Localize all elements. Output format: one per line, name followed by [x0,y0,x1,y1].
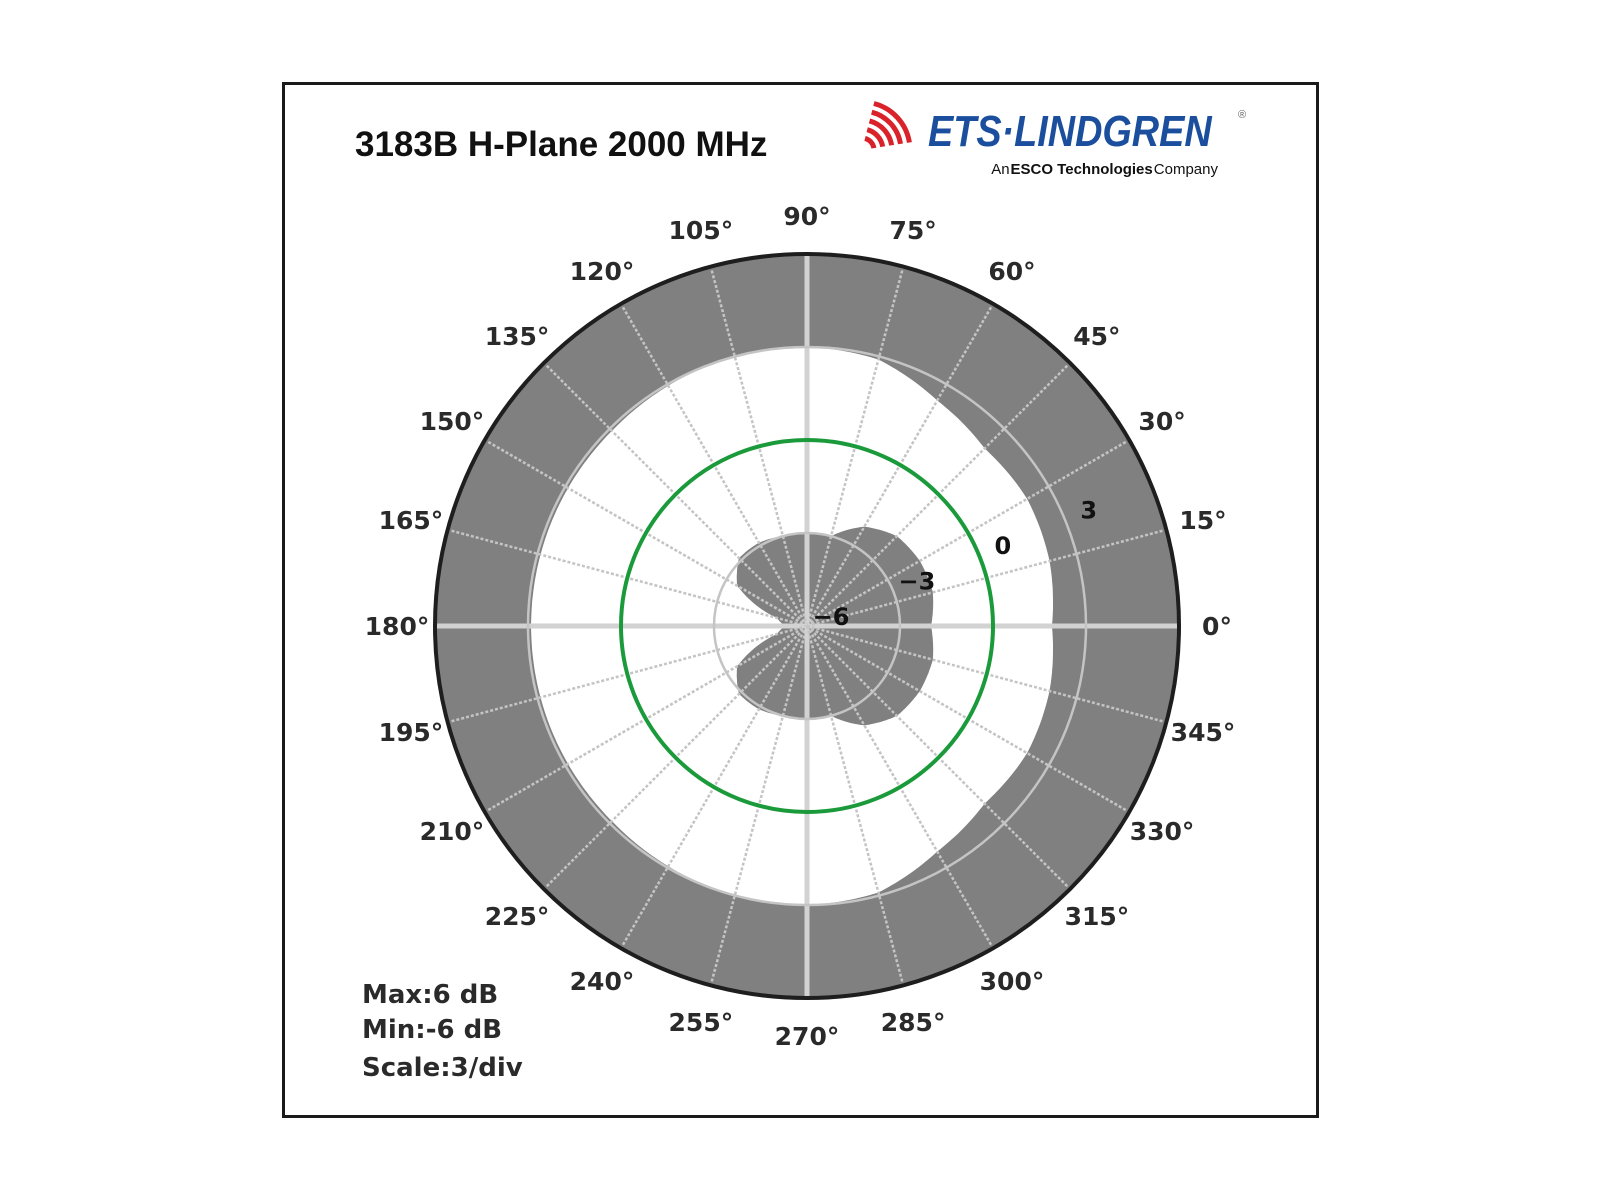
logo-wave-arc [870,109,903,145]
angle-tick-label: 60° [988,257,1035,286]
tagline-post: Company [1154,161,1219,178]
max-annotation: Max:6 dB [362,980,498,1010]
radial-tick-label: 0 [995,532,1012,560]
angle-tick-label: 270° [775,1022,840,1051]
angle-tick-label: 75° [889,216,936,245]
angle-tick-label: 0° [1202,612,1232,641]
logo-wave-arc [864,135,877,149]
angle-tick-label: 315° [1065,902,1130,931]
scale-annotation: Scale:3/div [362,1053,523,1083]
tagline-pre: An [991,161,1009,178]
reference-circle-0db [619,438,995,814]
angle-tick-label: 105° [669,216,734,245]
radial-tick-label: 3 [1080,496,1097,524]
angle-tick-label: 30° [1138,407,1185,436]
chart-title: 3183B H-Plane 2000 MHz [355,125,767,164]
tagline-bold: ESCO Technologies [1011,161,1153,178]
angle-tick-label: 195° [379,718,444,747]
polar-plot-area: −6−3030°15°30°45°60°75°90°105°120°135°15… [365,202,1236,1051]
radial-tick-label: −3 [899,567,936,595]
angle-tick-label: 210° [420,817,485,846]
angle-tick-label: 225° [485,902,550,931]
logo-wave-arc [866,127,886,148]
angle-tick-label: 120° [570,257,635,286]
angle-tick-label: 255° [669,1008,734,1037]
logo-wordmark: ETS·LINDGREN [928,106,1213,155]
angle-tick-label: 45° [1073,322,1120,351]
angle-tick-label: 90° [783,202,830,231]
angle-tick-label: 345° [1171,718,1236,747]
radio-waves-logo-icon [864,101,912,149]
angle-tick-label: 285° [881,1008,946,1037]
angle-tick-label: 135° [485,322,550,351]
ets-lindgren-logo: ETS·LINDGREN ® An ESCO Technologies Comp… [864,101,1246,178]
scale-info: Max:6 dB Min:-6 dB Scale:3/div [362,980,523,1083]
min-annotation: Min:-6 dB [362,1015,502,1045]
registered-mark: ® [1238,109,1246,121]
radial-gridline--3 [712,531,902,721]
angle-tick-label: 300° [980,967,1045,996]
angle-tick-label: 15° [1179,506,1226,535]
logo-wave-arc [873,101,912,143]
angle-tick-label: 180° [365,612,430,641]
angle-tick-label: 150° [420,407,485,436]
angle-tick-label: 240° [570,967,635,996]
angle-tick-label: 330° [1130,817,1195,846]
chart-frame [282,82,1319,1118]
radial-tick-label: −6 [813,603,850,631]
outer-boundary-circle [433,252,1181,1000]
logo-wave-arc [868,118,895,146]
angle-tick-label: 165° [379,506,444,535]
radial-gridline-3 [526,345,1088,907]
